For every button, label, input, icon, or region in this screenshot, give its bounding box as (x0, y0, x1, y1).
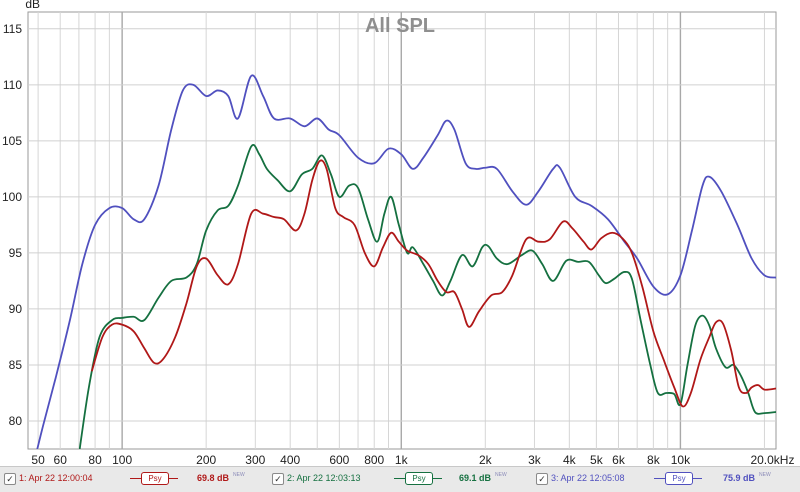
y-tick-label: 115 (3, 22, 22, 36)
x-tick-label: 6k (612, 453, 626, 465)
x-tick-label: 50 (31, 453, 45, 465)
x-tick-label: 600 (329, 453, 349, 465)
y-tick-label: 95 (9, 246, 23, 260)
x-tick-label: 10k (671, 453, 691, 465)
x-tick-label: 200 (196, 453, 216, 465)
legend-checkbox-2[interactable]: ✓ (272, 473, 284, 485)
spl-chart[interactable]: 80 85 90 95 100 105 110 115 50 60 80 100 200 300 400 60… (0, 0, 800, 465)
x-tick-label: 400 (280, 453, 300, 465)
legend-item-1[interactable]: ✓ 1: Apr 22 12:00:04 Psy 69.8 dB NEW (4, 471, 260, 488)
legend-item-2[interactable]: ✓ 2: Apr 22 12:03:13 Psy 69.1 dB NEW (272, 471, 528, 488)
series-line-1 (36, 74, 776, 449)
legend-new-badge-2: NEW (495, 472, 507, 478)
grid (28, 12, 776, 449)
y-tick-label: 100 (2, 190, 22, 204)
legend-label-2: 2: Apr 22 12:03:13 (287, 473, 361, 483)
legend-level-3: 75.9 dB (723, 473, 756, 483)
plot-background (27, 11, 777, 450)
y-tick-label: 85 (9, 358, 23, 372)
y-tick-label: 105 (2, 134, 22, 148)
y-tick-label: 80 (9, 414, 23, 428)
y-tick-label: 110 (3, 78, 22, 92)
legend-new-badge-1: NEW (233, 472, 245, 478)
axis-ticks: 80 85 90 95 100 105 110 115 50 60 80 100 200 300 400 60… (2, 22, 795, 465)
x-tick-label: 60 (54, 453, 68, 465)
x-tick-label: 8k (647, 453, 661, 465)
legend-bar: ✓ 1: Apr 22 12:00:04 Psy 69.8 dB NEW ✓ 2… (0, 466, 800, 492)
x-tick-label: 3k (528, 453, 542, 465)
legend-item-3[interactable]: ✓ 3: Apr 22 12:05:08 Psy 75.9 dB NEW (536, 471, 796, 488)
legend-checkbox-3[interactable]: ✓ (536, 473, 548, 485)
legend-psy-button-3[interactable]: Psy (665, 472, 693, 485)
legend-level-1: 69.8 dB (197, 473, 230, 483)
chart-title: All SPL (365, 15, 435, 37)
legend-psy-button-1[interactable]: Psy (141, 472, 169, 485)
y-axis-unit: dB (25, 0, 40, 11)
x-tick-label: 2k (479, 453, 493, 465)
legend-new-badge-3: NEW (759, 472, 771, 478)
x-tick-label: 80 (88, 453, 102, 465)
x-tick-label: 800 (364, 453, 384, 465)
x-tick-label: 300 (245, 453, 265, 465)
legend-checkbox-1[interactable]: ✓ (4, 473, 16, 485)
x-tick-label: 4k (563, 453, 577, 465)
series-line-3 (91, 159, 776, 408)
y-tick-label: 90 (9, 302, 23, 316)
series-group (36, 74, 776, 449)
legend-psy-button-2[interactable]: Psy (405, 472, 433, 485)
x-tick-label: 100 (112, 453, 132, 465)
legend-label-1: 1: Apr 22 12:00:04 (19, 473, 93, 483)
x-tick-label: 20.0kHz (750, 453, 794, 465)
x-tick-label: 1k (395, 453, 409, 465)
legend-level-2: 69.1 dB (459, 473, 492, 483)
legend-label-3: 3: Apr 22 12:05:08 (551, 473, 625, 483)
x-tick-label: 5k (590, 453, 604, 465)
